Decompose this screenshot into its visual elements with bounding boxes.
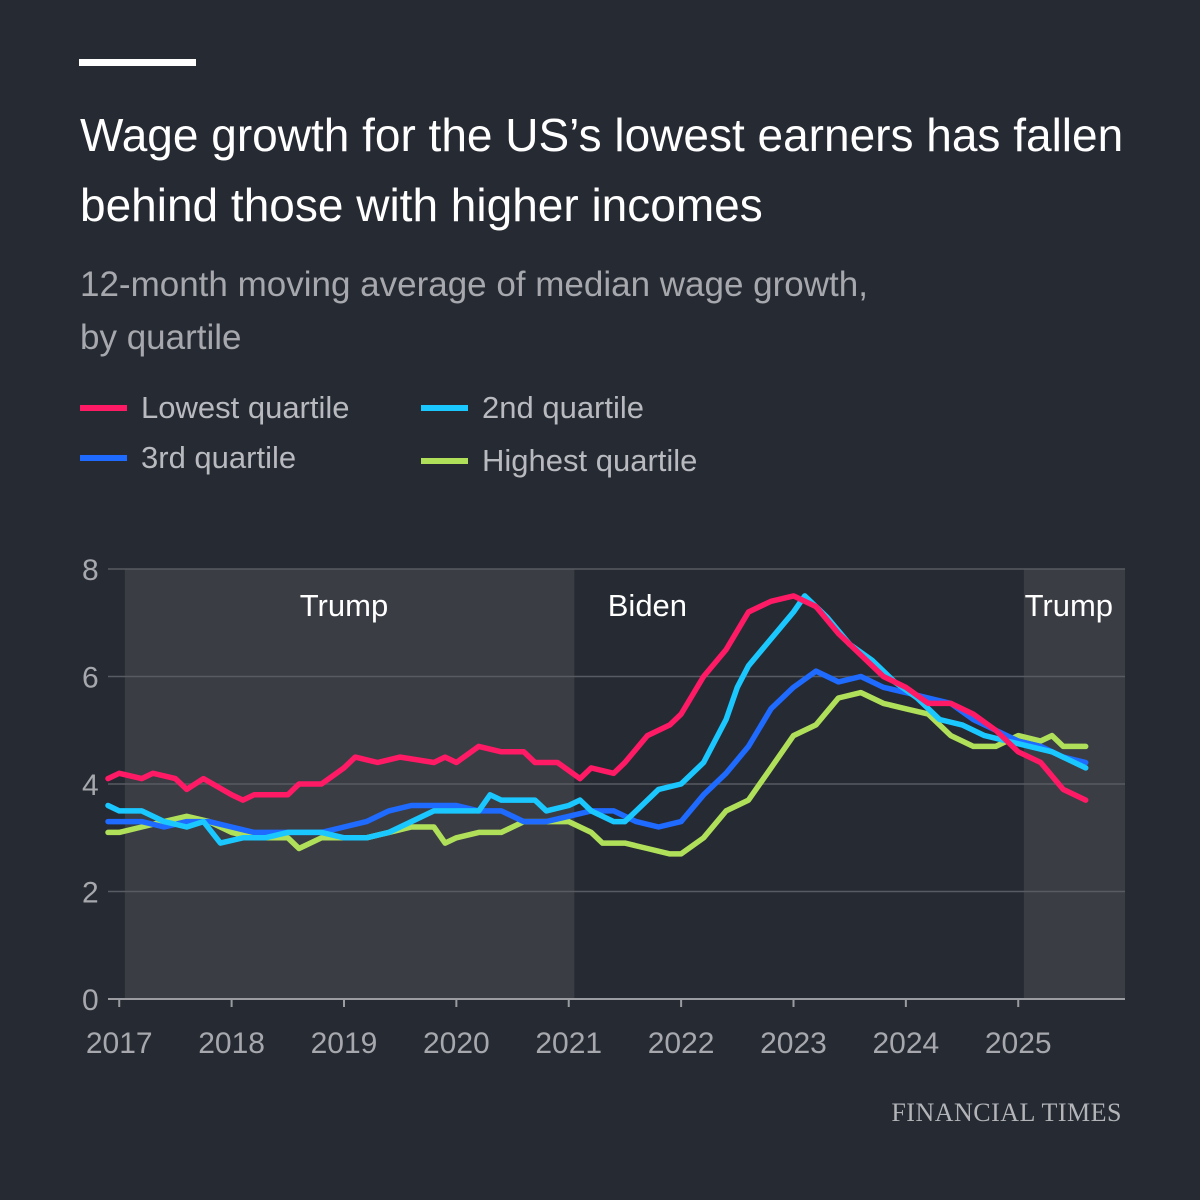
- legend-label-second: 2nd quartile: [482, 390, 645, 425]
- period-label-2: Trump: [1025, 588, 1113, 623]
- source-credit: FINANCIAL TIMES: [891, 1098, 1122, 1127]
- period-label-1: Biden: [608, 588, 687, 623]
- y-tick-label: 2: [82, 877, 99, 910]
- page-title: Wage growth for the US’s lowest earners …: [80, 109, 1124, 231]
- series-line-lowest-quartile: [105, 593, 1089, 803]
- x-tick-label: 2020: [423, 1027, 490, 1060]
- period-label-0: Trump: [300, 588, 388, 623]
- x-tick-label: 2021: [535, 1027, 602, 1060]
- x-tick-label: 2024: [872, 1027, 939, 1060]
- y-tick-label: 8: [82, 554, 99, 587]
- legend-swatch-third: [80, 455, 127, 461]
- legend-item-highest: Highest quartile: [421, 441, 697, 481]
- legend-label-lowest: Lowest quartile: [141, 390, 350, 425]
- legend-label-highest: Highest quartile: [482, 443, 698, 478]
- line-chart: 0 2 4 6 8 2017 2018 2019 2020 2021 2022 2023 2024 202…: [82, 554, 1125, 1060]
- top-rule: [79, 59, 196, 66]
- legend-swatch-second: [421, 405, 468, 411]
- y-tick-label: 0: [82, 984, 99, 1017]
- subtitle-line-1: 12-month moving average of median wage g…: [80, 265, 868, 304]
- y-tick-label: 6: [82, 662, 99, 695]
- x-tick-label: 2017: [86, 1027, 153, 1060]
- x-tick-label: 2019: [311, 1027, 378, 1060]
- legend-label-third: 3rd quartile: [141, 440, 297, 475]
- chart-subtitle: 12-month moving average of median wage g…: [80, 258, 1080, 364]
- x-tick-label: 2023: [760, 1027, 827, 1060]
- x-tick-label: 2022: [648, 1027, 715, 1060]
- legend-item-second: 2nd quartile: [421, 388, 644, 428]
- x-tick-label: 2025: [985, 1027, 1052, 1060]
- legend-item-lowest: Lowest quartile: [80, 388, 350, 428]
- legend-swatch-lowest: [80, 405, 127, 411]
- legend-swatch-highest: [421, 458, 468, 464]
- series-line-highest-quartile: [105, 689, 1089, 857]
- x-tick-label: 2018: [198, 1027, 265, 1060]
- y-tick-label: 4: [82, 769, 99, 802]
- legend-item-third: 3rd quartile: [80, 438, 296, 478]
- subtitle-line-2: by quartile: [80, 318, 242, 357]
